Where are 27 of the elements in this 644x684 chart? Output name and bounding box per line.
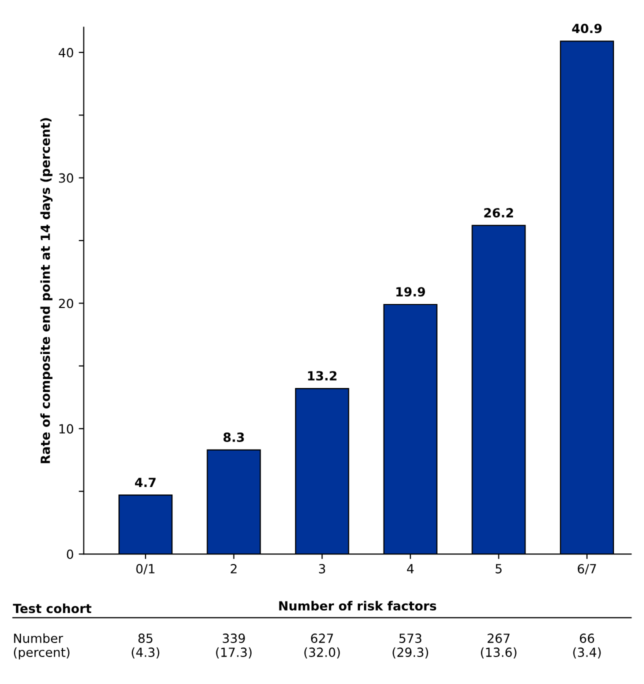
x-tick-label: 2 (230, 564, 237, 574)
text: 339 (17.3) (216, 634, 252, 658)
text: 267 (13.6) (480, 634, 516, 658)
x-tick-label: 5 (496, 564, 502, 574)
y-tick-label: 30 (59, 173, 74, 183)
data-label: 13.2 (308, 371, 336, 381)
y-tick-label: 0 (66, 550, 74, 559)
text: 573 (29.3) (392, 634, 428, 658)
data-label: 40.9 (572, 24, 602, 34)
data-label: 8.3 (224, 432, 244, 442)
y-tick-label: 20 (59, 298, 74, 308)
data-label: 19.9 (396, 287, 426, 297)
x-tick-label: 0/1 (136, 564, 154, 574)
x-tick-label: 4 (407, 564, 414, 574)
data-label: 4.7 (135, 478, 156, 487)
x-tick-label: 6/7 (578, 564, 596, 574)
data-label: 26.2 (484, 208, 514, 218)
text: 627 (32.0) (304, 634, 340, 658)
y-tick-label: 40 (58, 48, 74, 58)
text: 85 (4.3) (132, 634, 160, 658)
x-axis-title: Number of risk factors (279, 600, 436, 611)
y-tick-label: 10 (59, 424, 74, 434)
text: Test cohort (12, 604, 92, 614)
text: 66 (3.4) (573, 634, 601, 658)
x-tick-label: 3 (319, 564, 326, 574)
text: Number (percent) (14, 633, 70, 660)
y-axis-title: Rate of composite end point at 14 days (percent) (40, 118, 53, 464)
